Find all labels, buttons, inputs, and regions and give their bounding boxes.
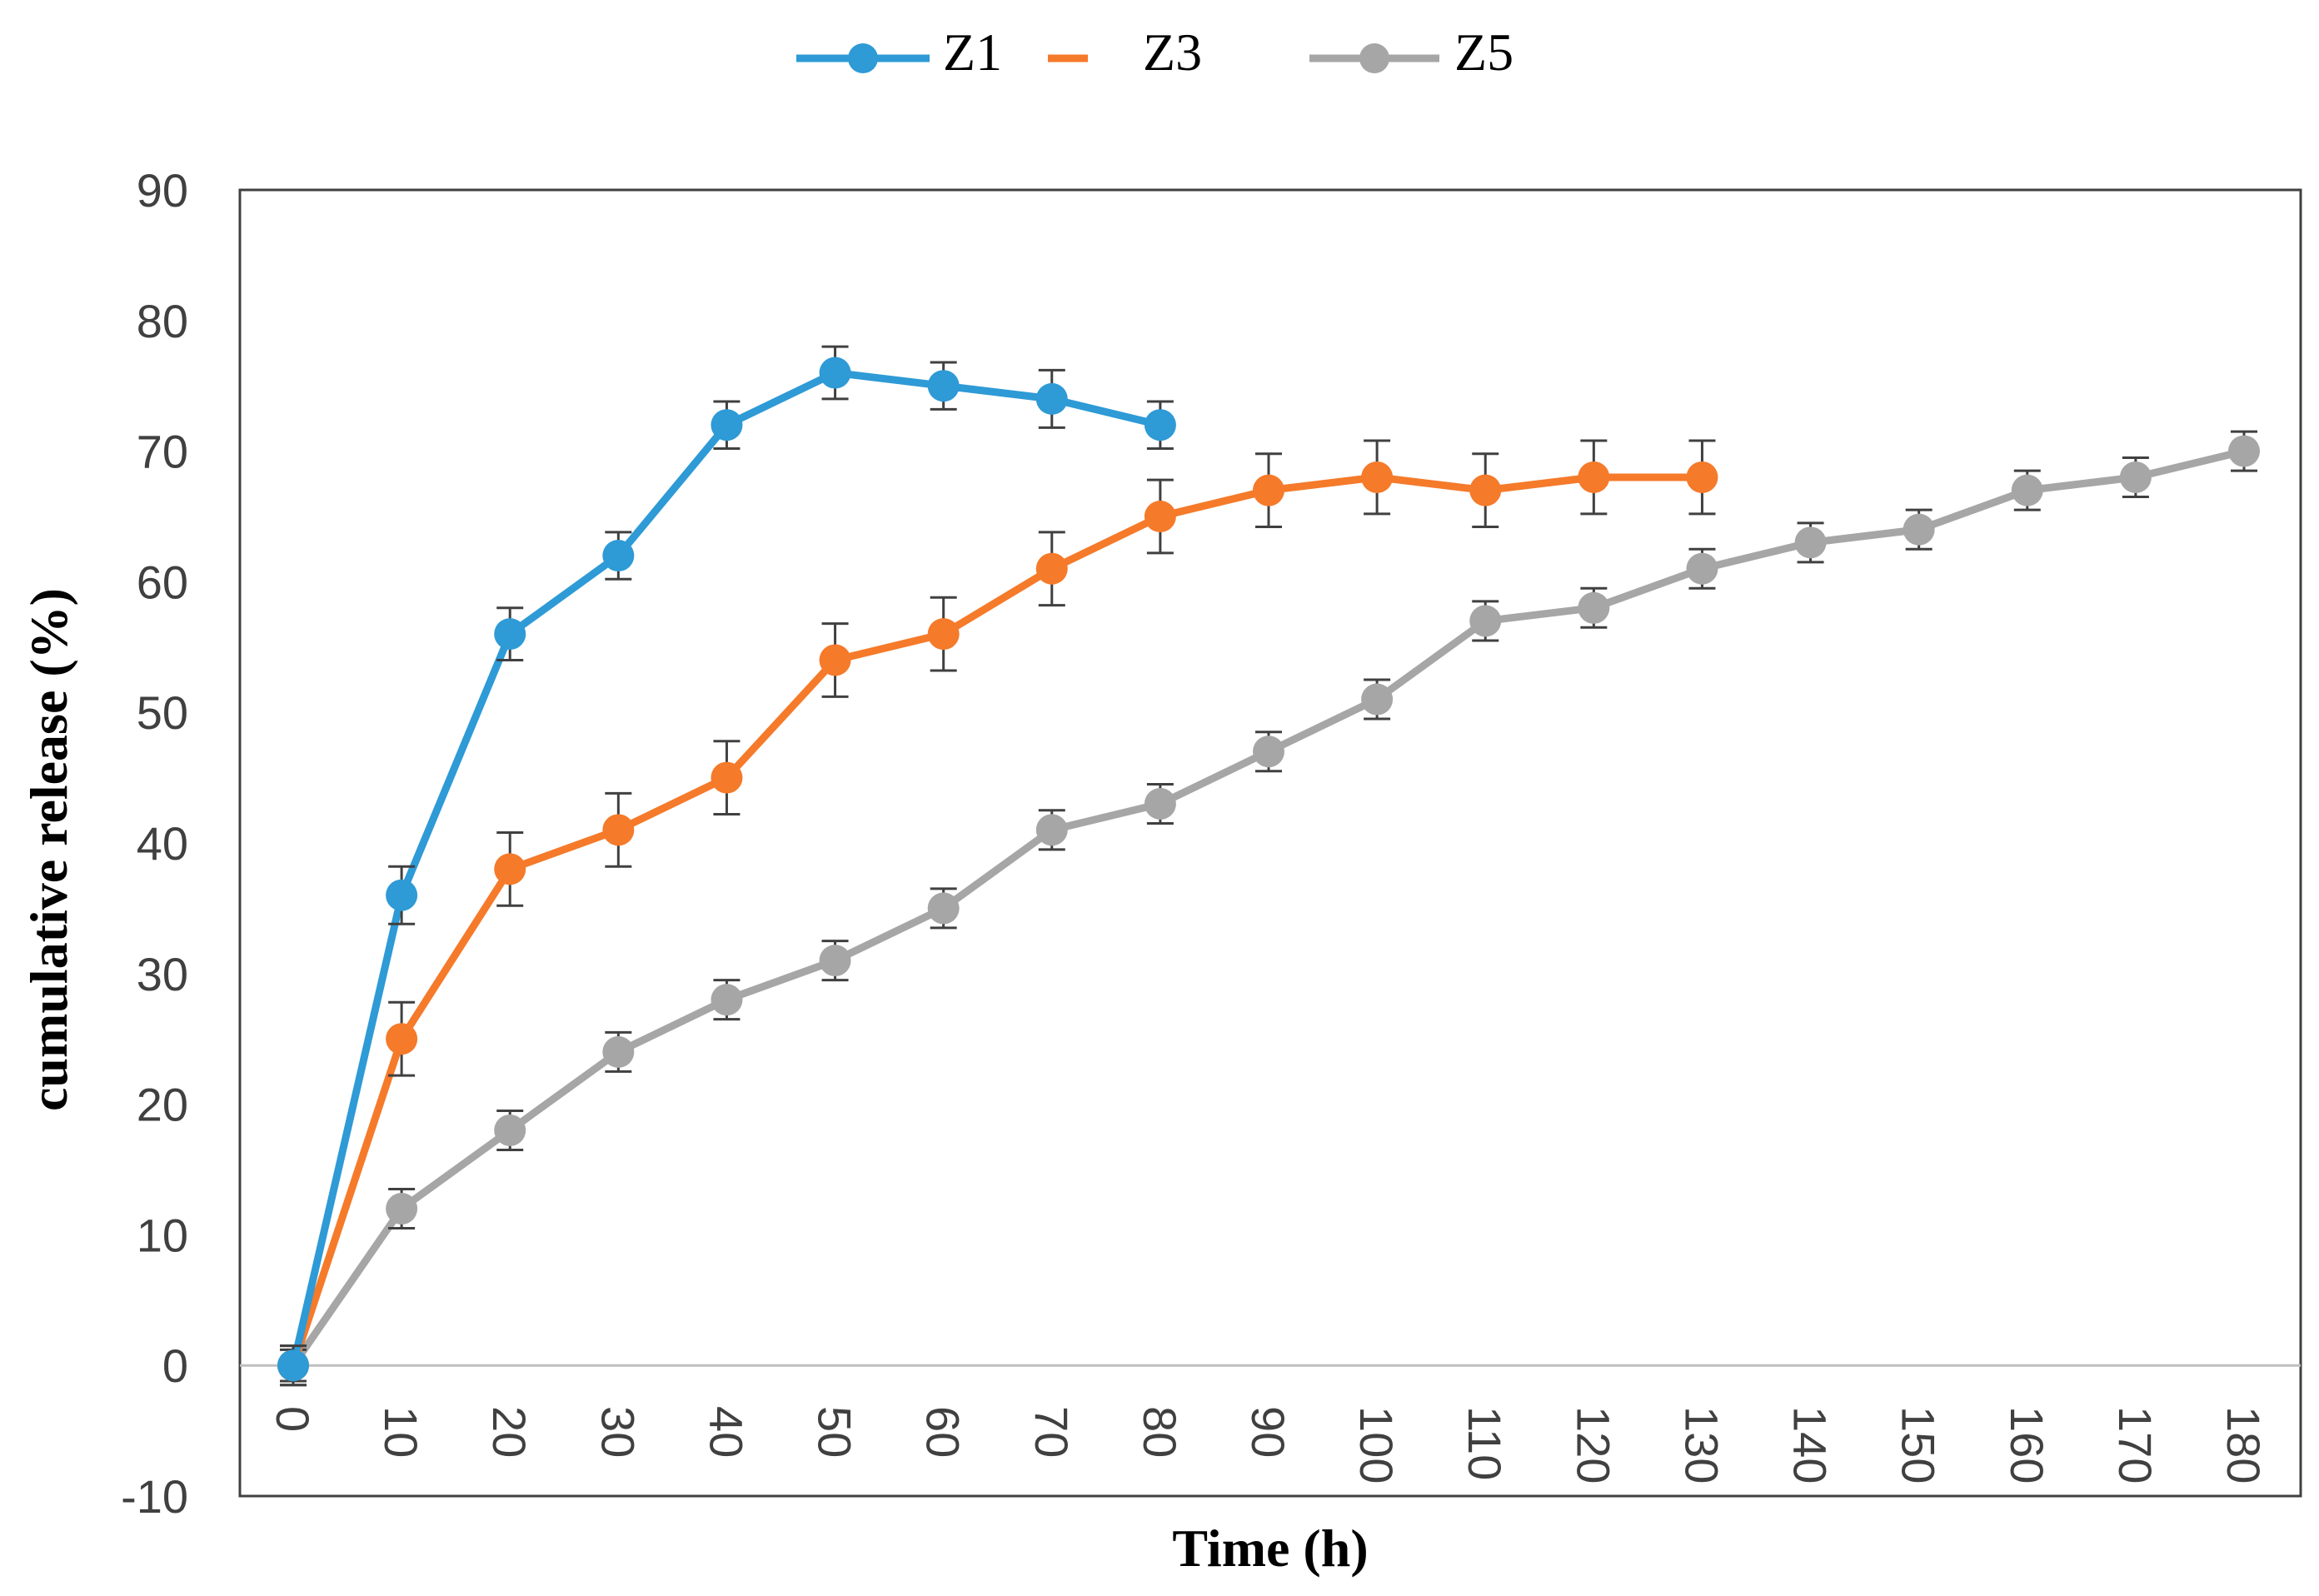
y-axis-tick-labels: -10 0 10 20 30 40 50 60 70 80 90 — [121, 164, 188, 1523]
data-point — [1144, 501, 1176, 532]
legend-label: Z3 — [1143, 22, 1202, 82]
data-point — [1035, 814, 1068, 846]
legend-swatch-marker — [848, 43, 878, 73]
data-point — [1361, 461, 1394, 493]
x-tick-label: 0 — [267, 1406, 319, 1432]
data-point — [494, 1114, 526, 1146]
data-point — [1253, 474, 1284, 506]
y-tick-label: 80 — [137, 295, 188, 347]
data-point — [386, 1023, 418, 1055]
plot-area-frame — [238, 188, 2302, 1498]
legend-swatch-marker — [1359, 43, 1389, 73]
data-point — [819, 357, 851, 389]
x-tick-label: 90 — [1242, 1406, 1294, 1458]
data-point — [1794, 526, 1827, 559]
data-point — [1469, 605, 1502, 637]
x-tick-label: 150 — [1893, 1406, 1945, 1484]
data-point — [819, 644, 851, 676]
legend-item-Z1: Z1 — [796, 22, 1002, 82]
data-point — [1578, 591, 1610, 624]
legend: Z1 Z3 Z5 — [796, 22, 1514, 82]
data-point — [602, 540, 635, 572]
x-tick-label: 10 — [375, 1406, 427, 1458]
y-tick-label: 0 — [162, 1339, 188, 1392]
y-tick-label: 30 — [137, 948, 188, 1000]
x-tick-label: 30 — [591, 1406, 644, 1458]
x-tick-label: 160 — [2001, 1406, 2053, 1484]
data-point — [494, 618, 526, 651]
data-point — [1686, 552, 1718, 585]
x-tick-label: 170 — [2109, 1406, 2162, 1484]
data-point — [1144, 409, 1176, 441]
series-line — [290, 447, 2246, 1368]
x-tick-label: 100 — [1350, 1406, 1403, 1484]
y-tick-label: 40 — [137, 817, 188, 870]
legend-item-Z5: Z5 — [1309, 22, 1514, 82]
data-point — [1578, 461, 1610, 493]
series-Z1 — [277, 345, 1176, 1387]
data-point — [1035, 382, 1068, 415]
data-point — [1686, 461, 1718, 493]
data-point — [386, 1193, 418, 1225]
data-point — [386, 879, 418, 911]
data-point — [2011, 474, 2043, 506]
series-layer — [277, 345, 2260, 1387]
x-tick-label: 20 — [483, 1406, 536, 1458]
data-point — [711, 761, 743, 794]
data-point — [1903, 513, 1935, 546]
x-tick-label: 120 — [1567, 1406, 1619, 1484]
x-tick-label: 140 — [1784, 1406, 1837, 1484]
data-point — [1469, 474, 1502, 506]
series-line — [289, 473, 1703, 1367]
legend-label: Z1 — [943, 22, 1002, 82]
data-point — [277, 1349, 309, 1382]
data-point — [2119, 461, 2152, 493]
series-Z5 — [277, 430, 2260, 1383]
legend-label: Z5 — [1454, 22, 1514, 82]
x-axis-title: Time (h) — [1172, 1519, 1368, 1578]
y-tick-label: 70 — [137, 426, 188, 478]
x-tick-label: 110 — [1459, 1406, 1511, 1480]
data-point — [927, 370, 960, 402]
y-tick-label: 90 — [137, 164, 188, 217]
x-tick-label: 70 — [1025, 1406, 1078, 1458]
data-point — [1253, 736, 1284, 768]
legend-item-Z3: Z3 — [1048, 22, 1202, 82]
data-point — [602, 1035, 635, 1068]
y-tick-label: 20 — [137, 1079, 188, 1131]
x-tick-label: 60 — [917, 1406, 970, 1458]
x-tick-label: 50 — [809, 1406, 861, 1458]
x-axis-tick-labels: 0 10 20 30 40 50 60 70 80 90 100 110 120 130 140 150 160… — [267, 1406, 2270, 1484]
y-tick-label: 60 — [137, 556, 188, 608]
series-Z3 — [277, 439, 1718, 1387]
data-point — [1144, 787, 1176, 820]
y-axis-title: cumulative release (%) — [19, 588, 78, 1111]
data-point — [2228, 435, 2260, 467]
y-tick-label: 10 — [137, 1209, 188, 1261]
data-point — [819, 945, 851, 977]
data-point — [602, 814, 635, 846]
y-tick-label: -10 — [121, 1470, 188, 1523]
series-line — [289, 369, 1161, 1367]
x-tick-label: 40 — [700, 1406, 752, 1458]
x-tick-label: 80 — [1134, 1406, 1186, 1458]
data-point — [1361, 683, 1394, 716]
data-point — [711, 409, 743, 441]
data-point — [927, 618, 960, 651]
data-point — [1035, 552, 1068, 585]
y-tick-label: 50 — [137, 686, 188, 739]
x-tick-label: 180 — [2217, 1406, 2270, 1484]
data-point — [711, 984, 743, 1016]
data-point — [494, 853, 526, 885]
data-point — [927, 892, 960, 925]
x-tick-label: 130 — [1675, 1406, 1728, 1484]
